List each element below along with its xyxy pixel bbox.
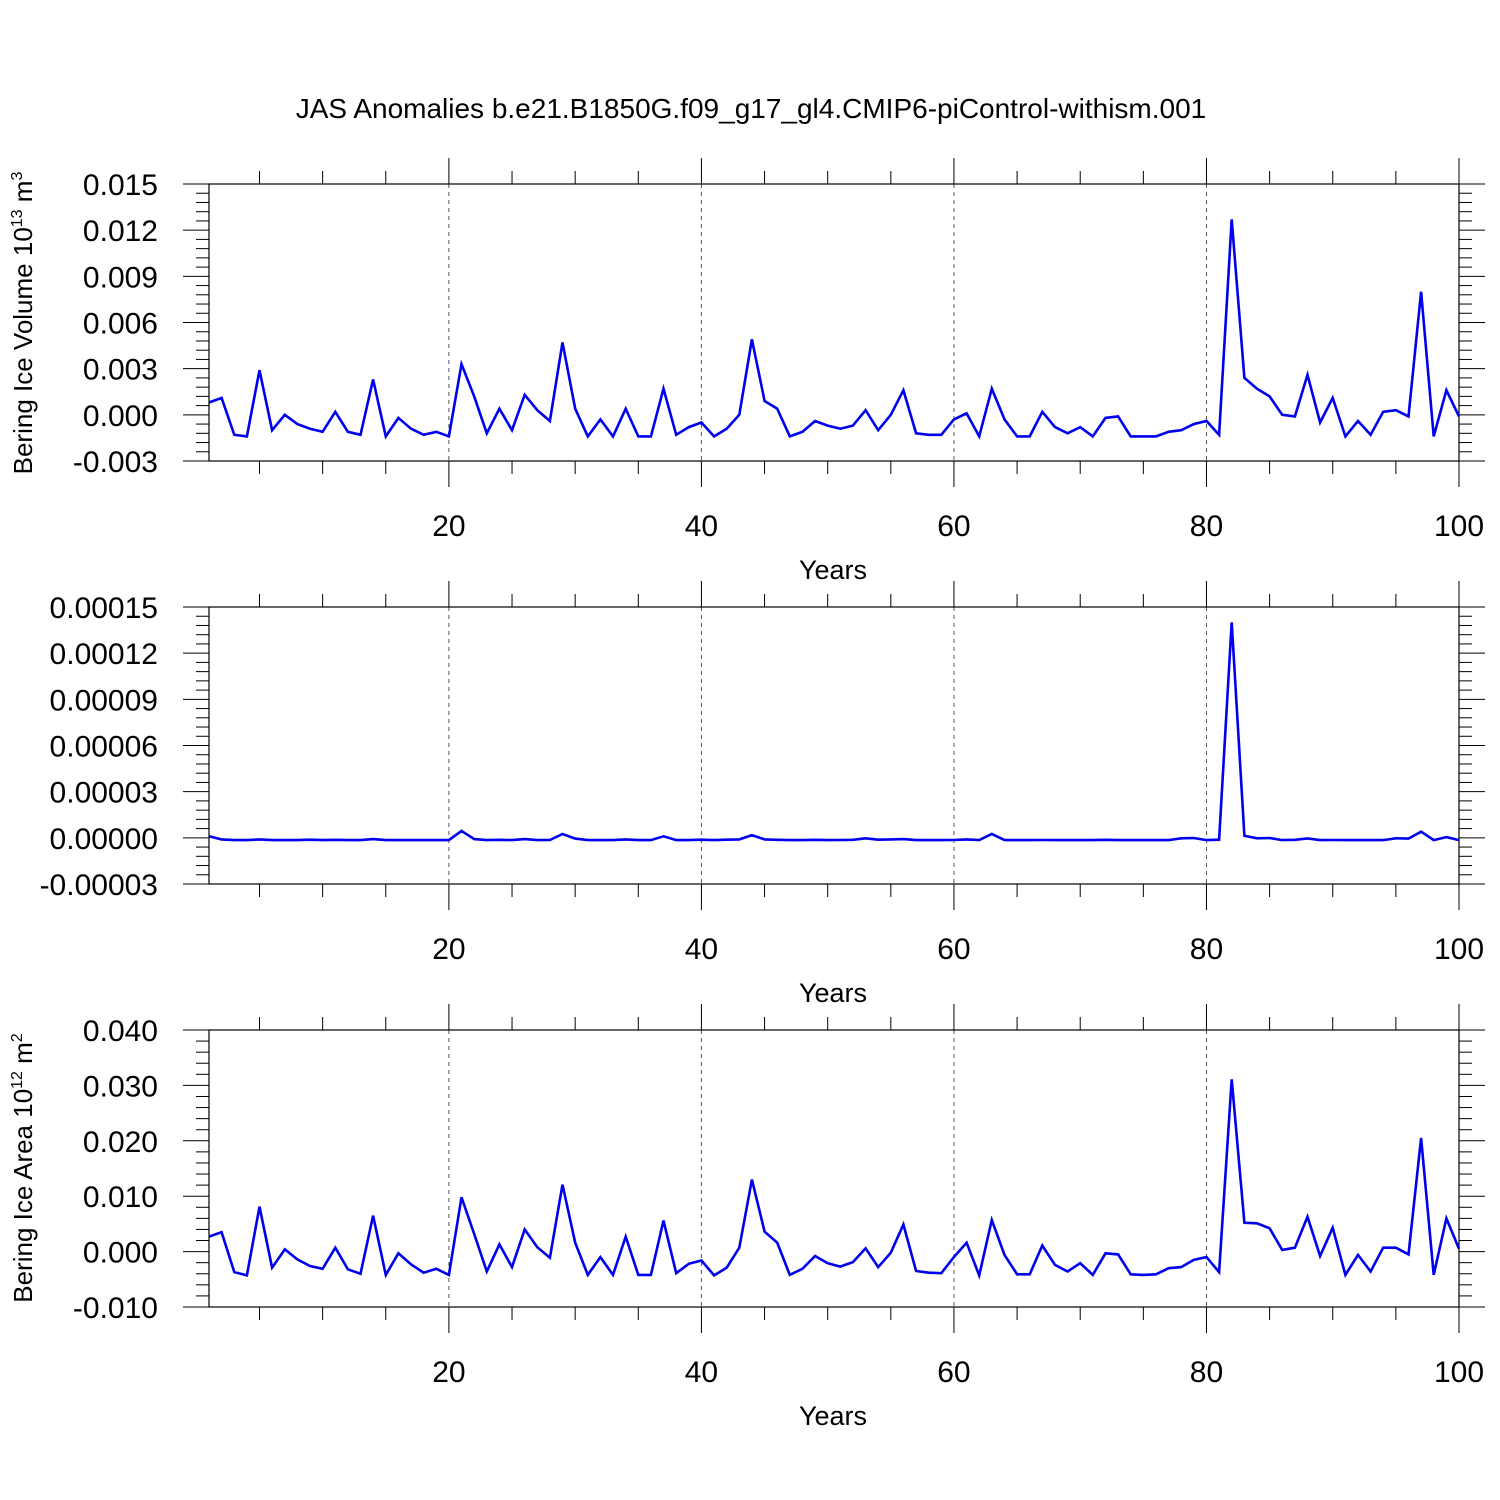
y-tick-label: 0.015 (83, 169, 158, 202)
y-tick-label: 0.020 (83, 1126, 158, 1159)
y-axis-title-part: 2 (9, 1033, 26, 1042)
series-line (208, 622, 1460, 842)
x-tick-label: 20 (432, 1356, 465, 1389)
y-axis-title: Bering Ice Volume 1013 m3 (8, 172, 38, 475)
x-tick-label: 100 (1434, 933, 1484, 966)
y-axis-title-part: 12 (9, 1071, 26, 1089)
x-axis-title: Years (799, 1401, 867, 1431)
x-tick-label: 80 (1190, 933, 1223, 966)
y-tick-label: -0.003 (73, 446, 158, 479)
y-axis-title-part: Bering Ice Area 10 (8, 1089, 38, 1303)
chart-panels: 20 40 60 80 100 Years 0.015 0.012 0.009 0.006 0.00… (8, 158, 1485, 1431)
y-tick-label: 0.000 (83, 400, 158, 433)
y-tick-label: 0.030 (83, 1070, 158, 1103)
x-tick-label: 80 (1190, 1356, 1223, 1389)
y-tick-label: 0.00006 (50, 731, 158, 764)
y-tick-label: 0.00015 (50, 592, 158, 625)
x-tick-label: 40 (685, 933, 718, 966)
panel-1: 20 40 60 80 100 Years 0.015 0.012 0.009 0.006 0.00… (8, 158, 1485, 585)
y-tick-label: 0.00012 (50, 638, 158, 671)
y-tick-label: 0.040 (83, 1015, 158, 1048)
panel-3: 20 40 60 80 100 Years 0.040 0.030 0.020 0.010 0.00… (8, 1004, 1485, 1431)
plot-frame (208, 1029, 1460, 1308)
y-tick-label: 0.00003 (50, 777, 158, 810)
x-tick-label: 100 (1434, 1356, 1484, 1389)
x-tick-label: 20 (432, 933, 465, 966)
x-axis-title: Years (799, 978, 867, 1008)
y-axis-title-part: m (8, 1042, 38, 1071)
y-axis-title-part: 13 (9, 209, 26, 227)
x-tick-label: 40 (685, 1356, 718, 1389)
y-axis-title-part: 3 (9, 172, 26, 181)
y-tick-label: 0.000 (83, 1237, 158, 1270)
panel-2: 20 40 60 80 100 Years 0.00015 0.00012 0.00009 0.0… (40, 581, 1485, 1008)
y-tick-label: 0.006 (83, 308, 158, 341)
y-tick-label: 0.003 (83, 354, 158, 387)
series-line (208, 219, 1461, 440)
x-tick-label: 100 (1434, 510, 1484, 543)
x-tick-label: 60 (937, 510, 970, 543)
x-tick-label: 40 (685, 510, 718, 543)
y-tick-label: 0.00009 (50, 684, 158, 717)
series-line (208, 1079, 1461, 1280)
y-axis-title-part: m (8, 181, 38, 210)
x-tick-label: 80 (1190, 510, 1223, 543)
y-tick-label: -0.010 (73, 1292, 158, 1325)
y-tick-label: 0.00000 (50, 823, 158, 856)
y-tick-label: 0.012 (83, 215, 158, 248)
y-axis-title: Bering Ice Area 1012 m2 (8, 1033, 38, 1303)
x-tick-label: 60 (937, 933, 970, 966)
x-axis-title: Years (799, 555, 867, 585)
y-tick-label: -0.00003 (40, 869, 158, 902)
y-tick-label: 0.010 (83, 1181, 158, 1214)
x-tick-label: 60 (937, 1356, 970, 1389)
y-axis-title-part: Bering Ice Volume 10 (8, 227, 38, 474)
chart-title: JAS Anomalies b.e21.B1850G.f09_g17_gl4.C… (296, 93, 1207, 124)
y-tick-label: 0.009 (83, 261, 158, 294)
x-tick-label: 20 (432, 510, 465, 543)
